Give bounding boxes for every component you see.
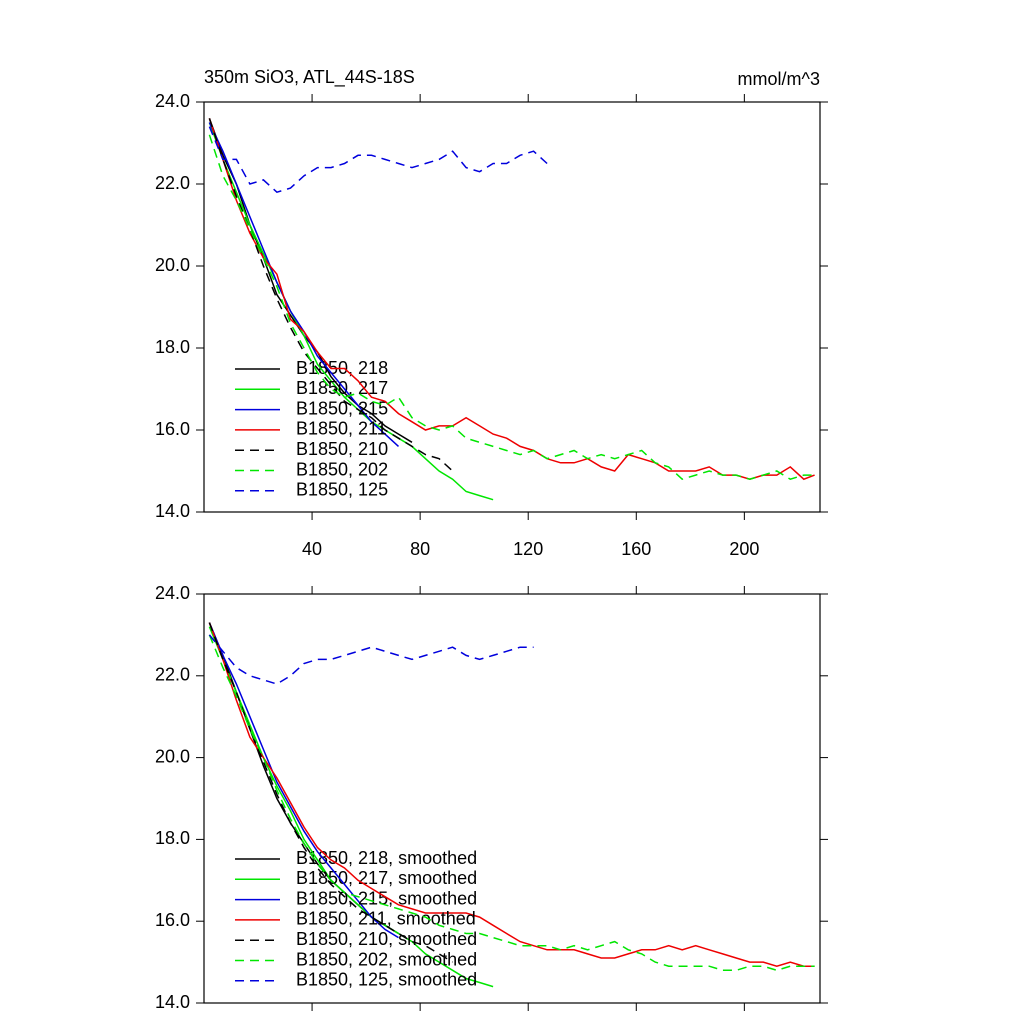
legend-label: B1850, 217, smoothed xyxy=(296,868,477,888)
x-tick-label: 200 xyxy=(729,539,759,559)
y-tick-label: 24.0 xyxy=(155,91,190,111)
y-tick-label: 24.0 xyxy=(155,583,190,603)
y-tick-label: 14.0 xyxy=(155,992,190,1012)
plot-frame xyxy=(203,101,821,513)
y-tick-label: 16.0 xyxy=(155,419,190,439)
data-line xyxy=(208,118,454,472)
data-line xyxy=(208,634,534,685)
chart-title: 350m SiO3, ATL_44S-18S xyxy=(204,67,415,88)
legend-label: B1850, 215 xyxy=(296,398,388,418)
data-line xyxy=(208,134,815,481)
legend-label: B1850, 210 xyxy=(296,439,388,459)
plot-frame xyxy=(203,593,821,1004)
x-tick-label: 40 xyxy=(302,539,322,559)
legend-label: B1850, 202 xyxy=(296,459,388,479)
data-line xyxy=(208,622,453,963)
data-line xyxy=(208,626,494,988)
data-line xyxy=(208,126,548,194)
legend-label: B1850, 210, smoothed xyxy=(296,929,477,949)
legend-label: B1850, 125, smoothed xyxy=(296,970,477,990)
data-line xyxy=(208,622,815,967)
legend-label: B1850, 125 xyxy=(296,480,388,500)
y-tick-label: 18.0 xyxy=(155,828,190,848)
y-tick-label: 14.0 xyxy=(155,501,190,521)
y-tick-label: 18.0 xyxy=(155,337,190,357)
legend-label: B1850, 218, smoothed xyxy=(296,848,477,868)
x-tick-label: 160 xyxy=(621,539,651,559)
x-tick-label: 120 xyxy=(513,539,543,559)
legend-label: B1850, 211, smoothed xyxy=(296,909,476,929)
x-tick-label: 80 xyxy=(410,539,430,559)
y-tick-label: 22.0 xyxy=(155,173,190,193)
y-tick-label: 16.0 xyxy=(155,910,190,930)
legend-label: B1850, 217 xyxy=(296,378,388,398)
legend-label: B1850, 211 xyxy=(296,419,387,439)
units-label: mmol/m^3 xyxy=(738,69,820,89)
y-tick-label: 22.0 xyxy=(155,665,190,685)
data-line xyxy=(208,118,815,481)
data-line xyxy=(208,634,815,972)
y-tick-label: 20.0 xyxy=(155,255,190,275)
data-line xyxy=(208,622,399,939)
y-tick-label: 20.0 xyxy=(155,746,190,766)
legend-label: B1850, 202, smoothed xyxy=(296,949,477,969)
data-line xyxy=(208,122,494,501)
